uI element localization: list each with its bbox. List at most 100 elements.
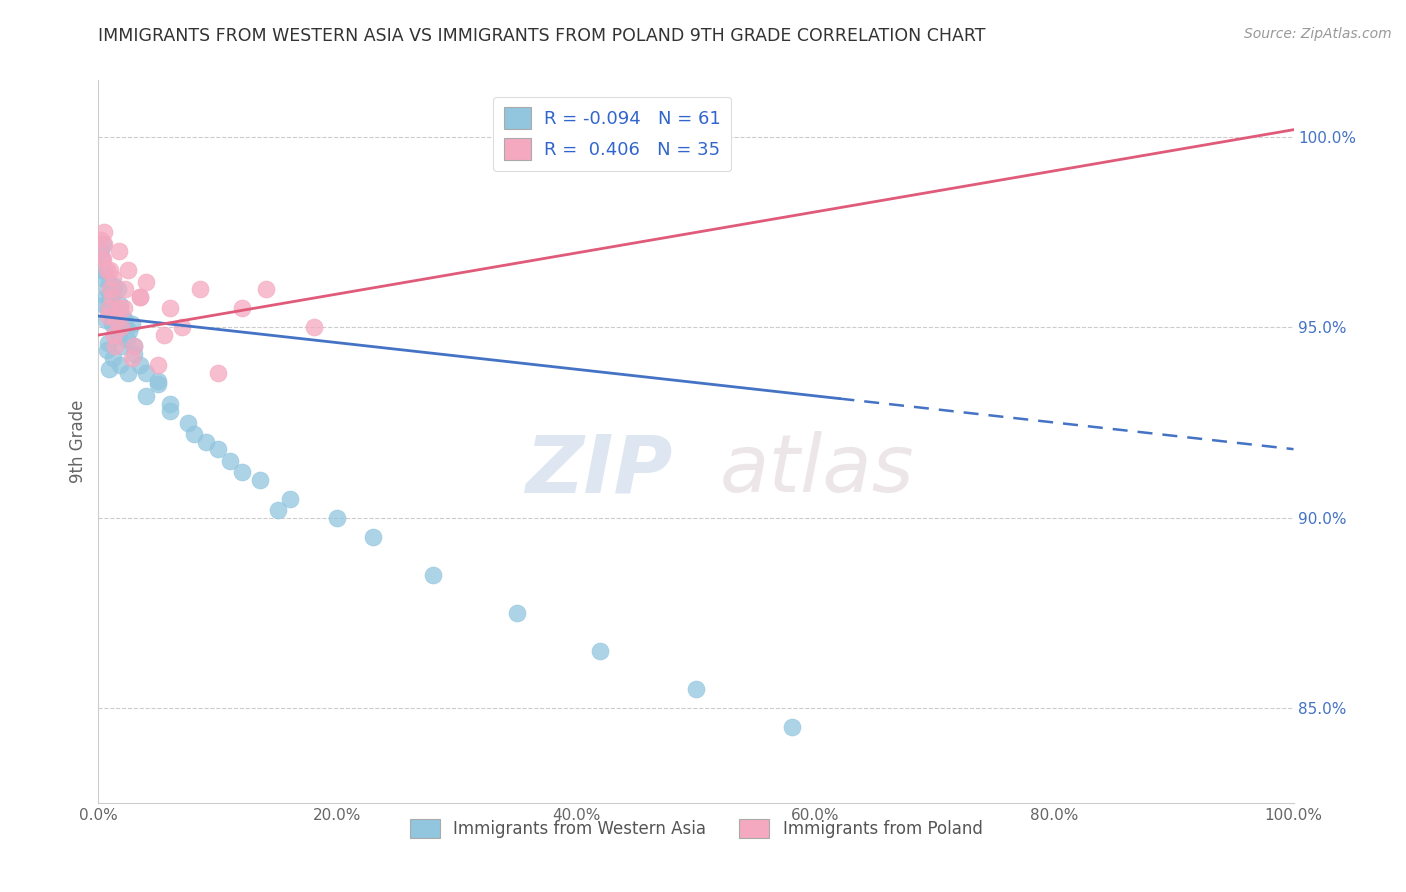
Legend: Immigrants from Western Asia, Immigrants from Poland: Immigrants from Western Asia, Immigrants…	[404, 813, 988, 845]
Point	[108, 301, 131, 316]
Point	[278, 491, 301, 506]
Point	[98, 362, 121, 376]
Point	[219, 453, 242, 467]
Point	[104, 301, 127, 316]
Point	[129, 290, 152, 304]
Point	[108, 298, 131, 312]
Point	[98, 301, 121, 316]
Point	[195, 434, 218, 449]
Point	[135, 275, 157, 289]
Point	[121, 351, 143, 365]
Point	[107, 305, 129, 319]
Point	[100, 290, 122, 304]
Point	[93, 236, 115, 251]
Point	[129, 359, 152, 373]
Point	[90, 244, 112, 259]
Point	[231, 301, 253, 316]
Point	[93, 263, 115, 277]
Point	[111, 339, 134, 353]
Point	[117, 263, 139, 277]
Point	[207, 442, 229, 457]
Point	[117, 366, 139, 380]
Point	[135, 389, 157, 403]
Point	[97, 301, 120, 316]
Point	[148, 374, 170, 388]
Point	[112, 301, 135, 316]
Point	[105, 320, 128, 334]
Point	[188, 282, 211, 296]
Point	[110, 320, 132, 334]
Point	[101, 286, 124, 301]
Point	[101, 351, 124, 365]
Y-axis label: 9th Grade: 9th Grade	[69, 400, 87, 483]
Point	[94, 313, 117, 327]
Point	[91, 236, 114, 251]
Point	[254, 282, 277, 296]
Point	[124, 339, 146, 353]
Point	[780, 720, 803, 734]
Point	[107, 244, 129, 259]
Point	[96, 282, 118, 296]
Point	[249, 473, 271, 487]
Point	[183, 426, 205, 441]
Point	[94, 290, 117, 304]
Point	[124, 339, 146, 353]
Text: ZIP: ZIP	[524, 432, 672, 509]
Point	[101, 271, 124, 285]
Point	[118, 324, 141, 338]
Point	[302, 320, 325, 334]
Point	[98, 263, 122, 277]
Point	[97, 309, 120, 323]
Point	[108, 359, 131, 373]
Point	[685, 681, 707, 696]
Point	[114, 282, 136, 296]
Point	[97, 335, 120, 350]
Point	[422, 567, 444, 582]
Point	[363, 530, 385, 544]
Point	[91, 263, 114, 277]
Point	[98, 282, 122, 296]
Point	[103, 328, 125, 343]
Point	[105, 313, 128, 327]
Point	[326, 510, 349, 524]
Point	[90, 233, 112, 247]
Point	[100, 309, 122, 323]
Point	[177, 416, 200, 430]
Point	[129, 290, 152, 304]
Point	[115, 332, 138, 346]
Point	[159, 301, 181, 316]
Point	[96, 263, 118, 277]
Point	[91, 252, 114, 266]
Point	[98, 290, 122, 304]
Point	[148, 377, 170, 392]
Point	[104, 339, 127, 353]
Point	[172, 320, 194, 334]
Point	[135, 366, 157, 380]
Point	[589, 643, 612, 657]
Point	[231, 465, 253, 479]
Point	[114, 313, 136, 327]
Point	[148, 359, 170, 373]
Point	[93, 298, 115, 312]
Point	[100, 317, 122, 331]
Text: atlas: atlas	[720, 432, 915, 509]
Point	[111, 309, 134, 323]
Point	[98, 293, 122, 308]
Text: IMMIGRANTS FROM WESTERN ASIA VS IMMIGRANTS FROM POLAND 9TH GRADE CORRELATION CHA: IMMIGRANTS FROM WESTERN ASIA VS IMMIGRAN…	[98, 27, 986, 45]
Point	[159, 396, 181, 410]
Point	[121, 317, 143, 331]
Point	[506, 606, 529, 620]
Point	[124, 347, 146, 361]
Point	[207, 366, 229, 380]
Point	[107, 282, 129, 296]
Point	[91, 252, 114, 266]
Point	[159, 404, 181, 418]
Point	[96, 343, 118, 358]
Point	[103, 278, 125, 293]
Point	[107, 328, 129, 343]
Point	[153, 328, 176, 343]
Text: Source: ZipAtlas.com: Source: ZipAtlas.com	[1244, 27, 1392, 41]
Point	[91, 252, 114, 266]
Point	[98, 275, 121, 289]
Point	[267, 503, 290, 517]
